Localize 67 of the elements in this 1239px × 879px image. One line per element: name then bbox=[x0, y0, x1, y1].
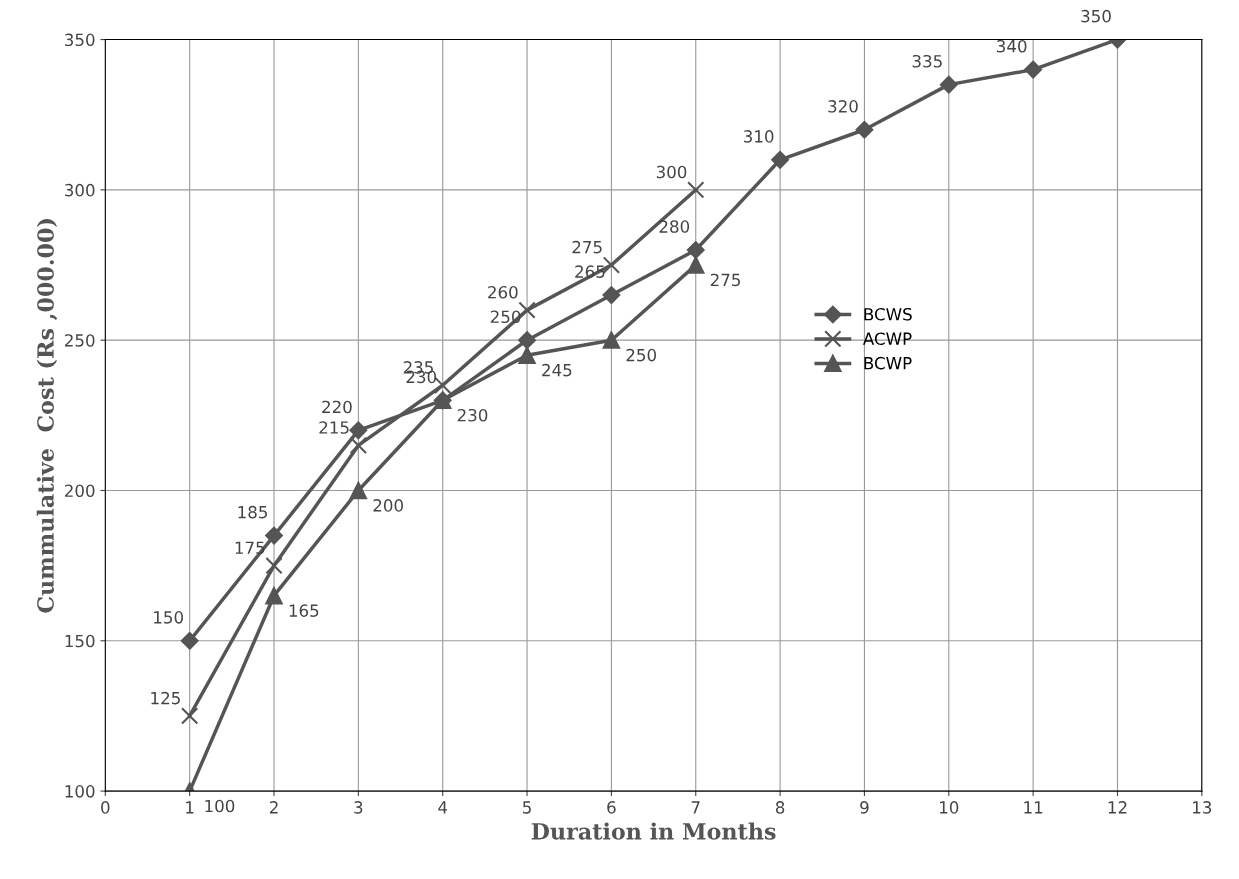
x-tick-label: 3 bbox=[354, 801, 363, 814]
data-label: 250 bbox=[626, 348, 656, 362]
data-label: 215 bbox=[319, 421, 349, 434]
data-label: 165 bbox=[289, 604, 319, 617]
y-tick-label: 350 bbox=[65, 33, 95, 47]
data-label: 220 bbox=[322, 400, 352, 414]
x-tick-label: 4 bbox=[438, 801, 448, 814]
point bbox=[349, 436, 368, 455]
point bbox=[265, 526, 283, 545]
x-tick-label: 0 bbox=[101, 801, 110, 814]
x-tick-label: 1 bbox=[186, 801, 194, 814]
point bbox=[180, 707, 199, 725]
x-axis-title: Duration in Months bbox=[531, 822, 776, 840]
point bbox=[518, 346, 536, 364]
data-label: 335 bbox=[912, 54, 942, 68]
point bbox=[602, 286, 621, 304]
point bbox=[1024, 60, 1043, 79]
point bbox=[687, 181, 705, 199]
data-label: 320 bbox=[828, 100, 858, 113]
data-label: 245 bbox=[542, 363, 572, 377]
y-tick-label: 100 bbox=[65, 785, 95, 798]
point bbox=[602, 331, 621, 349]
y-axis-title: Cummulative Cost (Rs ,000.00) bbox=[36, 219, 58, 613]
data-label: 125 bbox=[151, 691, 180, 705]
x-tick-label: 2 bbox=[269, 801, 278, 814]
data-label: 200 bbox=[373, 499, 403, 512]
point bbox=[518, 331, 536, 350]
data-label: 230 bbox=[457, 408, 488, 422]
x-tick-label: 11 bbox=[1024, 801, 1043, 814]
x-tick-label: 7 bbox=[691, 801, 700, 814]
point bbox=[349, 421, 368, 440]
x-tick-label: 6 bbox=[607, 801, 616, 814]
x-tick-label: 10 bbox=[940, 801, 959, 814]
data-label: 350 bbox=[1081, 9, 1111, 23]
point bbox=[686, 241, 705, 259]
x-tick-label: 12 bbox=[1108, 801, 1127, 814]
y-tick-label: 300 bbox=[65, 183, 95, 197]
data-label: 340 bbox=[997, 39, 1027, 53]
point bbox=[687, 256, 705, 274]
legend-label: BCWP bbox=[864, 356, 912, 370]
x-tick-label: 8 bbox=[775, 801, 785, 814]
point bbox=[265, 556, 283, 575]
point bbox=[939, 75, 958, 94]
x-tick-label: 13 bbox=[1193, 801, 1212, 814]
y-tick-label: 250 bbox=[65, 334, 95, 347]
data-label: 310 bbox=[744, 130, 774, 143]
x-tick-label: 5 bbox=[523, 801, 531, 814]
point bbox=[349, 481, 368, 500]
legend-label: ACWP bbox=[862, 332, 912, 346]
y-tick-label: 150 bbox=[65, 634, 95, 648]
data-label: 300 bbox=[656, 165, 687, 179]
point bbox=[855, 120, 874, 139]
point bbox=[265, 587, 283, 605]
y-tick-label: 200 bbox=[65, 484, 95, 498]
x-tick-label: 9 bbox=[860, 801, 869, 814]
data-label: 185 bbox=[238, 505, 267, 519]
data-label: 275 bbox=[572, 240, 602, 254]
point bbox=[180, 631, 199, 650]
point bbox=[434, 376, 452, 394]
legend-label: BCWS bbox=[864, 307, 912, 321]
data-label: 280 bbox=[659, 220, 690, 233]
point bbox=[771, 150, 789, 169]
data-label: 100 bbox=[205, 799, 235, 813]
data-label: 150 bbox=[154, 611, 183, 624]
data-label: 175 bbox=[235, 541, 265, 555]
data-label: 275 bbox=[710, 273, 740, 287]
data-label: 260 bbox=[488, 285, 518, 299]
